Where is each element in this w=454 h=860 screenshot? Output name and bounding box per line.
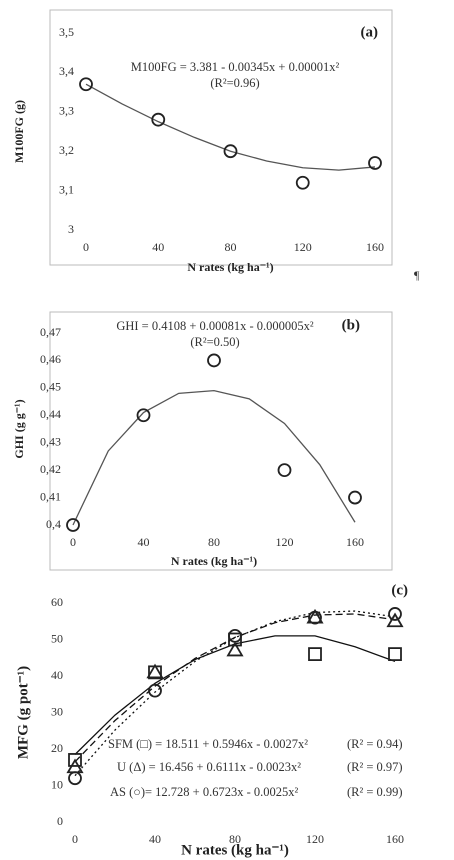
x-tick-label: 80 [225,240,237,254]
y-tick-label: 0,41 [40,489,61,503]
y-tick-label: 0,42 [40,462,61,476]
y-axis-label: GHI (g g⁻¹) [12,399,26,458]
y-tick-label: 3 [68,222,74,236]
circle-marker [79,77,93,92]
y-tick-label: 50 [51,631,63,645]
square-marker [68,753,82,767]
x-tick-label: 120 [276,535,294,549]
triangle-marker [306,608,324,624]
x-axis-label: N rates (kg ha⁻¹) [181,842,289,858]
fit-curve [74,610,396,777]
annotation: (R² = 0.99) [347,785,403,799]
triangle-marker [386,612,404,628]
x-axis-label: N rates (kg ha⁻¹) [187,260,273,274]
triangle-marker [146,663,164,679]
panel-label: (c) [391,582,408,598]
x-axis-label: N rates (kg ha⁻¹) [171,554,257,568]
y-tick-label: 3,1 [59,182,74,196]
panel-label: (b) [342,317,360,333]
x-tick-label: 80 [229,832,241,846]
square-marker [228,632,242,647]
y-tick-label: 0,4 [46,517,61,531]
triangle-marker [226,641,244,657]
chart-border [49,9,393,266]
paragraph-mark: ¶ [414,268,420,282]
fit-curve [74,613,396,763]
y-tick-label: 3,3 [59,104,74,118]
y-tick-label: 3,2 [59,143,74,157]
annotation: (R² = 0.97) [347,760,403,774]
x-tick-label: 40 [149,832,161,846]
annotation: GHI = 0.4108 + 0.00081x - 0.000005x² [116,319,314,333]
circle-marker [308,610,322,625]
equation-label: U (Δ) = 16.456 + 0.6111x - 0.0023x² [117,760,301,774]
circle-marker [136,408,151,423]
y-tick-label: 40 [51,668,63,682]
annotation: (R² = 0.94) [347,737,403,751]
annotation: (R²=0.96) [210,76,259,90]
y-tick-label: 0 [57,814,63,828]
y-tick-label: 0,46 [40,352,61,366]
y-tick-label: 0,43 [40,434,61,448]
circle-marker [295,175,310,190]
circle-marker [66,518,80,532]
fit-curve [85,83,376,171]
circle-marker [207,353,221,368]
y-tick-label: 10 [51,777,63,791]
panel-label: (a) [361,24,379,40]
circle-marker [223,144,238,159]
circle-marker [368,156,382,170]
y-axis-label: M100FG (g) [12,100,26,163]
y-tick-label: 3,5 [59,25,74,39]
fit-curve [72,389,356,526]
circle-marker [277,463,292,478]
x-tick-label: 0 [70,535,76,549]
equation-label: SFM (□) = 18.511 + 0.5946x - 0.0027x² [108,737,308,751]
x-tick-label: 160 [366,240,384,254]
x-tick-label: 120 [294,240,312,254]
circle-marker [68,771,82,786]
annotation: (R²=0.50) [190,335,239,349]
circle-marker [348,490,362,505]
x-tick-label: 0 [72,832,78,846]
x-tick-label: 160 [386,832,404,846]
chart-border [49,311,393,571]
y-tick-label: 0,45 [40,380,61,394]
annotation: M100FG = 3.381 - 0.00345x + 0.00001x² [131,60,340,74]
circle-marker [148,683,162,698]
y-tick-label: 20 [51,741,63,755]
circle-marker [388,607,402,621]
x-tick-label: 120 [306,832,324,846]
x-tick-label: 40 [138,535,150,549]
circle-marker [151,112,166,127]
equation-label: AS (○)= 12.728 + 0.6723x - 0.0025x² [110,785,298,799]
square-marker [308,647,322,661]
circle-marker [228,628,242,643]
y-tick-label: 0,47 [40,325,61,339]
x-tick-label: 0 [83,240,89,254]
x-tick-label: 80 [208,535,220,549]
y-axis-label: MFG (g pot⁻¹) [15,666,31,759]
y-tick-label: 60 [51,595,63,609]
y-tick-label: 30 [51,704,63,718]
y-tick-label: 3,4 [59,64,74,78]
x-tick-label: 40 [152,240,164,254]
square-marker [388,647,402,661]
y-tick-label: 0,44 [40,407,61,421]
x-tick-label: 160 [346,535,364,549]
